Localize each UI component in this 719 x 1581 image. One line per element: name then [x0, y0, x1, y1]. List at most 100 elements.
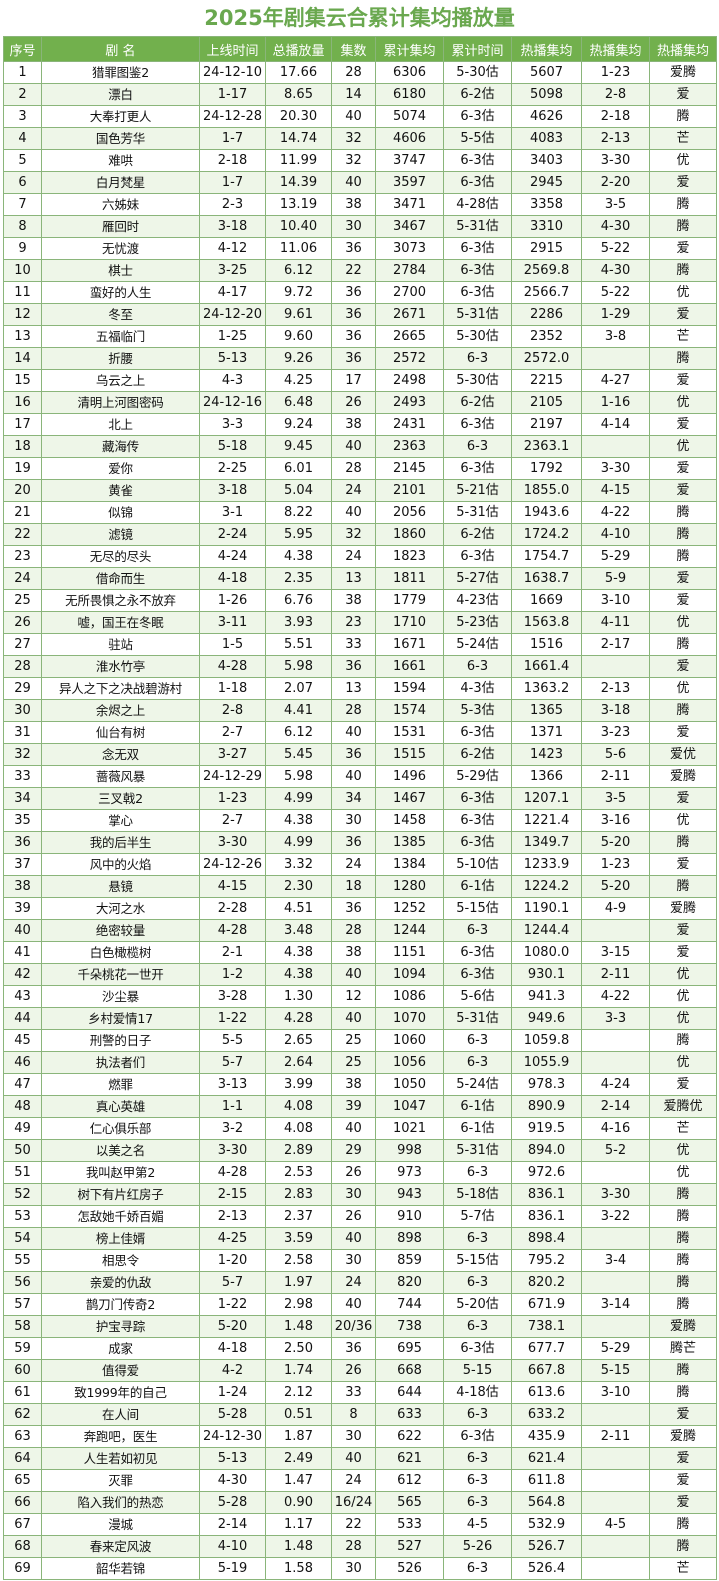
cell-rank: 26 [3, 611, 42, 634]
cell-drama-name: 爱你 [41, 457, 200, 480]
cell-drama-name: 悬镜 [41, 875, 200, 898]
cell-hot-date: 5-29 [581, 545, 650, 568]
cell-cumulative-avg: 1086 [375, 985, 444, 1008]
cell-hot-avg: 2569.8 [511, 259, 582, 282]
cell-total-views: 0.51 [265, 1403, 332, 1426]
cell-hot-date: 4-10 [581, 523, 650, 546]
cell-cumulative-date: 6-3 [443, 1161, 512, 1184]
cell-cumulative-avg: 1671 [375, 633, 444, 656]
cell-episodes: 30 [331, 1183, 376, 1206]
cell-hot-date [581, 1469, 650, 1492]
cell-platform: 爱 [649, 853, 717, 876]
cell-platform: 腾 [649, 215, 717, 238]
cell-drama-name: 致1999年的自己 [41, 1381, 200, 1404]
cell-cumulative-avg: 565 [375, 1491, 444, 1514]
cell-cumulative-avg: 612 [375, 1469, 444, 1492]
cell-cumulative-date: 6-3估 [443, 1425, 512, 1448]
cell-release-date: 4-12 [199, 237, 266, 260]
cell-release-date: 1-22 [199, 1293, 266, 1316]
cell-episodes: 26 [331, 1161, 376, 1184]
cell-total-views: 8.22 [265, 501, 332, 524]
cell-cumulative-date: 5-31估 [443, 1007, 512, 1030]
cell-total-views: 6.48 [265, 391, 332, 414]
cell-hot-avg: 1855.0 [511, 479, 582, 502]
cell-platform: 爱 [649, 1403, 717, 1426]
cell-hot-date: 3-18 [581, 699, 650, 722]
cell-hot-date: 4-16 [581, 1117, 650, 1140]
cell-total-views: 2.98 [265, 1293, 332, 1316]
cell-episodes: 26 [331, 1359, 376, 1382]
cell-total-views: 4.38 [265, 809, 332, 832]
table-row: 43 沙尘暴 3-28 1.30 12 1086 5-6估 941.3 4-22 优 [3, 985, 717, 1008]
cell-release-date: 3-18 [199, 215, 266, 238]
table-row: 2 漂白 1-17 8.65 14 6180 6-2估 5098 2-8 爱 [3, 83, 717, 106]
cell-hot-date [581, 1403, 650, 1426]
cell-total-views: 2.83 [265, 1183, 332, 1206]
cell-cumulative-date: 5-15 [443, 1359, 512, 1382]
cell-hot-date: 1-16 [581, 391, 650, 414]
cell-rank: 46 [3, 1051, 42, 1074]
cell-cumulative-date: 5-15估 [443, 1249, 512, 1272]
cell-total-views: 0.90 [265, 1491, 332, 1514]
cell-total-views: 9.24 [265, 413, 332, 436]
cell-release-date: 5-13 [199, 1447, 266, 1470]
cell-release-date: 4-18 [199, 1337, 266, 1360]
cell-release-date: 3-13 [199, 1073, 266, 1096]
cell-episodes: 40 [331, 105, 376, 128]
cell-hot-date: 3-15 [581, 941, 650, 964]
cell-episodes: 40 [331, 1447, 376, 1470]
cell-rank: 61 [3, 1381, 42, 1404]
cell-total-views: 5.98 [265, 765, 332, 788]
header-hot-avg: 热播集均 [511, 36, 582, 62]
cell-total-views: 4.28 [265, 1007, 332, 1030]
cell-hot-date [581, 1447, 650, 1470]
cell-total-views: 1.48 [265, 1535, 332, 1558]
cell-platform: 优 [649, 809, 717, 832]
cell-cumulative-avg: 668 [375, 1359, 444, 1382]
cell-release-date: 2-25 [199, 457, 266, 480]
cell-rank: 23 [3, 545, 42, 568]
cell-release-date: 4-2 [199, 1359, 266, 1382]
cell-release-date: 1-17 [199, 83, 266, 106]
cell-hot-date: 2-11 [581, 765, 650, 788]
cell-total-views: 6.12 [265, 259, 332, 282]
cell-episodes: 36 [331, 237, 376, 260]
cell-rank: 67 [3, 1513, 42, 1536]
cell-total-views: 5.04 [265, 479, 332, 502]
cell-episodes: 29 [331, 1139, 376, 1162]
header-platform: 热播集均 [649, 36, 717, 62]
cell-hot-avg: 677.7 [511, 1337, 582, 1360]
cell-hot-date: 3-16 [581, 809, 650, 832]
cell-total-views: 3.99 [265, 1073, 332, 1096]
cell-hot-avg: 2105 [511, 391, 582, 414]
cell-hot-avg: 3310 [511, 215, 582, 238]
cell-hot-date: 3-10 [581, 1381, 650, 1404]
cell-release-date: 3-25 [199, 259, 266, 282]
cell-drama-name: 在人间 [41, 1403, 200, 1426]
cell-release-date: 1-22 [199, 1007, 266, 1030]
table-row: 30 余烬之上 2-8 4.41 28 1574 5-3估 1365 3-18 腾 [3, 699, 717, 722]
cell-episodes: 36 [331, 1337, 376, 1360]
cell-release-date: 5-13 [199, 347, 266, 370]
cell-drama-name: 难哄 [41, 149, 200, 172]
cell-hot-avg: 1516 [511, 633, 582, 656]
cell-cumulative-date: 5-31估 [443, 215, 512, 238]
cell-platform: 爱腾 [649, 1315, 717, 1338]
cell-platform: 腾芒 [649, 1337, 717, 1360]
table-row: 20 黄雀 3-18 5.04 24 2101 5-21估 1855.0 4-15 爱 [3, 479, 717, 502]
cell-cumulative-date: 5-31估 [443, 501, 512, 524]
cell-platform: 优 [649, 1051, 717, 1074]
cell-cumulative-date: 6-3估 [443, 171, 512, 194]
cell-cumulative-avg: 6306 [375, 61, 444, 84]
cell-drama-name: 我的后半生 [41, 831, 200, 854]
cell-rank: 43 [3, 985, 42, 1008]
cell-cumulative-avg: 1252 [375, 897, 444, 920]
cell-platform: 腾 [649, 193, 717, 216]
cell-rank: 6 [3, 171, 42, 194]
cell-cumulative-avg: 644 [375, 1381, 444, 1404]
table-row: 62 在人间 5-28 0.51 8 633 6-3 633.2 爱 [3, 1403, 717, 1426]
cell-total-views: 9.45 [265, 435, 332, 458]
cell-hot-avg: 5098 [511, 83, 582, 106]
header-drama-name: 剧 名 [41, 36, 200, 62]
